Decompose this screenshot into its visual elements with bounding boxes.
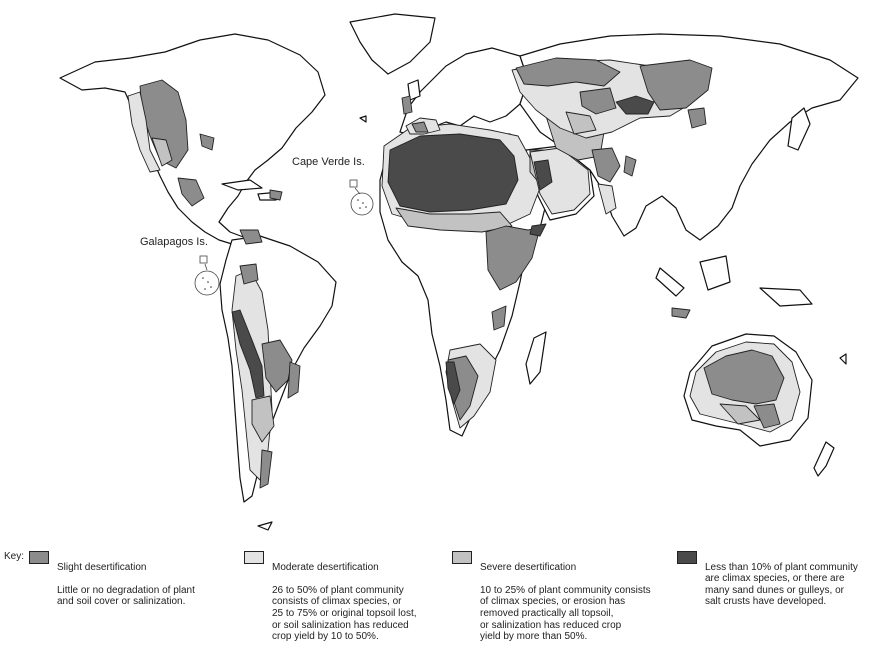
zone-slight xyxy=(753,403,781,429)
zone-severe xyxy=(151,137,173,167)
legend-item-slight: Slight desertification Little or no degr… xyxy=(29,550,234,620)
zone-slight xyxy=(287,361,301,399)
legend-swatch-extreme xyxy=(677,551,697,564)
galapagos-label: Galapagos Is. xyxy=(140,236,208,248)
legend-title-severe: Severe desertification xyxy=(480,561,577,573)
legend-swatch-moderate xyxy=(244,551,264,564)
desertification-zones xyxy=(127,57,801,489)
zone-slight xyxy=(671,307,691,319)
borneo-landmass xyxy=(699,255,731,291)
galapagos-circle xyxy=(194,270,220,296)
legend-desc-extreme: Less than 10% of plant community are cli… xyxy=(705,561,858,608)
zone-slight xyxy=(591,147,621,183)
north-america-landmass xyxy=(59,33,326,245)
legend-title-slight: Slight desertification xyxy=(57,561,147,573)
legend-title-moderate: Moderate desertification xyxy=(272,561,379,573)
legend-key-label: Key: xyxy=(4,551,25,562)
zone-moderate xyxy=(127,91,161,173)
cape-verde-label: Cape Verde Is. xyxy=(292,156,365,168)
legend-item-moderate: Moderate desertification 26 to 50% of pl… xyxy=(244,550,444,654)
zone-slight xyxy=(639,59,713,111)
madagascar-landmass xyxy=(525,331,547,385)
zone-slight xyxy=(401,95,413,115)
zone-slight xyxy=(411,121,429,133)
legend-desc-severe: 10 to 25% of plant community consists of… xyxy=(480,584,651,643)
zone-slight xyxy=(199,133,215,151)
cape-verde-marker xyxy=(349,179,358,188)
zone-slight xyxy=(515,57,621,87)
zone-slight xyxy=(703,349,785,405)
zone-extreme xyxy=(533,159,553,191)
zone-extreme xyxy=(445,361,461,405)
legend-swatch-slight xyxy=(29,551,49,564)
new-zealand-landmass xyxy=(813,441,835,477)
legend-item-extreme: Less than 10% of plant community are cli… xyxy=(677,550,872,620)
legend-swatch-severe xyxy=(452,551,472,564)
zone-slight xyxy=(269,189,283,201)
sumatra-landmass xyxy=(655,267,685,297)
zone-slight xyxy=(485,225,541,291)
cape-verde-inset: Cape Verde Is. xyxy=(292,156,374,216)
zone-slight xyxy=(491,305,507,331)
zone-severe xyxy=(565,111,597,135)
zone-slight xyxy=(177,177,205,207)
cape-verde-circle xyxy=(350,192,374,216)
zone-slight xyxy=(239,263,259,285)
legend-item-severe: Severe desertification 10 to 25% of plan… xyxy=(452,550,667,654)
new-guinea-landmass xyxy=(759,287,813,307)
british-isles-landmass xyxy=(407,79,421,101)
greenland-landmass xyxy=(349,13,436,75)
zone-extreme xyxy=(529,223,547,237)
world-desertification-map: Cape Verde Is. Galapagos Is. xyxy=(59,13,859,531)
zone-slight xyxy=(579,87,617,115)
zone-extreme xyxy=(387,133,519,213)
zone-slight xyxy=(687,107,707,129)
legend-desc-slight: Little or no degradation of plant and so… xyxy=(57,584,195,608)
galapagos-inset: Galapagos Is. xyxy=(140,236,220,296)
small-islands xyxy=(257,115,847,531)
zone-severe xyxy=(395,207,513,233)
cuba-landmass xyxy=(221,179,263,191)
legend: Key: Slight desertification Little or no… xyxy=(0,544,875,642)
zone-slight xyxy=(261,339,293,393)
zone-slight xyxy=(623,155,637,177)
zone-severe xyxy=(251,395,275,443)
legend-desc-moderate: 26 to 50% of plant community consists of… xyxy=(272,584,417,643)
continent-outlines xyxy=(59,13,859,503)
zone-slight xyxy=(259,449,273,489)
zone-slight xyxy=(239,229,263,245)
japan-landmass xyxy=(787,107,811,151)
zone-extreme xyxy=(231,309,265,399)
zone-extreme xyxy=(615,95,655,115)
zone-moderate xyxy=(597,183,617,215)
galapagos-marker xyxy=(199,255,208,264)
